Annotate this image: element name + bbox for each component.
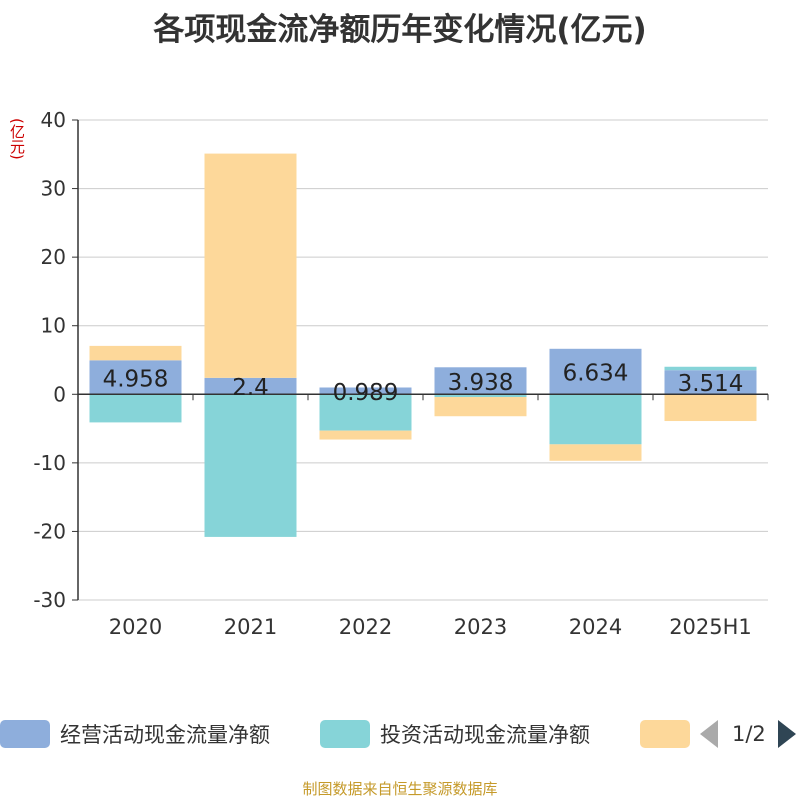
chart-title: 各项现金流净额历年变化情况(亿元) [153,12,647,48]
pager-next-icon[interactable] [777,720,796,748]
grid-lines [78,119,768,601]
y-tick-label: 10 [41,314,66,338]
y-tick-label: 0 [53,382,66,406]
x-tick-label: 2025H1 [669,615,752,639]
bar-2-2023 [434,394,527,398]
bar-2-2024 [549,394,642,445]
source-footer: 制图数据来自恒生聚源数据库 [302,780,498,798]
bar-data-label: 2.4 [232,375,269,401]
bar-3-2020 [89,345,182,361]
bar-1-2022 [319,387,412,395]
legend-swatch-third-series [640,720,690,748]
pager-prev-icon[interactable] [700,720,718,748]
bar-data-label: 4.958 [103,366,169,392]
legend-pager: 1/2 [700,714,796,754]
bar-3-2021 [204,153,297,378]
bar-1-2020 [89,360,182,395]
bar-2-2022 [319,394,412,431]
x-tick-label: 2023 [454,615,507,639]
y-tick-label: -30 [33,588,66,612]
data-labels: 4.958 2.4 0.989 3.938 6.634 3.514 [103,361,744,406]
bar-2-2020 [89,394,182,423]
bar-2-2021 [204,394,297,537]
bar-1-2025H1 [664,370,757,395]
legend-label-operating: 经营活动现金流量净额 [60,723,270,747]
bar-2-2025H1 [664,366,757,371]
legend-swatch-investing [320,720,370,748]
axes: -30 -20 -10 0 10 20 30 40 2020 2021 2022 2023 2024 20… [33,108,769,639]
legend-swatch-operating [0,720,50,748]
bar-3-2024 [549,444,642,461]
x-tick-label: 2020 [109,615,162,639]
pager-page-text: 1/2 [732,722,766,746]
legend-item-third-series[interactable] [640,714,690,754]
bar-3-2023 [434,397,527,417]
bar-data-label: 3.938 [448,370,514,396]
bar-data-label: 0.989 [333,380,399,406]
legend-item-investing[interactable]: 投资活动现金流量净额 [320,714,590,754]
y-tick-label: 30 [41,177,66,201]
bars [89,153,757,537]
bar-3-2025H1 [664,394,757,422]
legend: 经营活动现金流量净额 投资活动现金流量净额 [0,714,800,754]
y-tick-label: 20 [41,245,66,269]
bar-data-label: 6.634 [563,361,629,387]
y-tick-label: 40 [41,108,66,132]
bar-1-2024 [549,348,642,395]
bar-1-2021 [204,377,297,395]
y-tick-label: -20 [33,519,66,543]
legend-label-investing: 投资活动现金流量净额 [380,723,590,747]
bar-1-2023 [434,367,527,395]
y-axis-unit: (亿元) [8,118,26,160]
y-tick-label: -10 [33,451,66,475]
x-tick-label: 2024 [569,615,622,639]
bar-3-2022 [319,430,412,440]
x-tick-label: 2022 [339,615,392,639]
x-tick-label: 2021 [224,615,277,639]
bar-data-label: 3.514 [678,371,744,397]
legend-item-operating[interactable]: 经营活动现金流量净额 [0,714,270,754]
